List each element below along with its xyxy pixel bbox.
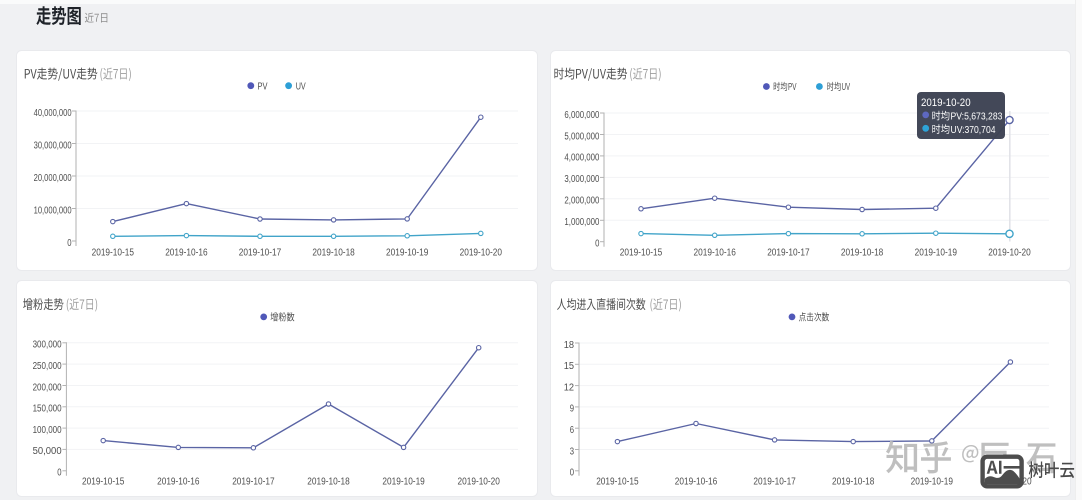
svg-text:2019-10-15: 2019-10-15 [596, 476, 639, 487]
svg-text:1,000,000: 1,000,000 [564, 217, 599, 228]
svg-text:0: 0 [67, 238, 72, 249]
svg-text:2019-10-18: 2019-10-18 [312, 247, 355, 258]
svg-text:UV:370,704: UV:370,704 [951, 124, 996, 136]
svg-text:UV: UV [842, 82, 851, 93]
svg-text:2019-10-19: 2019-10-19 [386, 247, 429, 258]
svg-text:2019-10-18: 2019-10-18 [841, 247, 884, 258]
svg-text:2019-10-15: 2019-10-15 [92, 247, 135, 258]
svg-text:2019-10-19: 2019-10-19 [911, 476, 954, 487]
svg-text:9: 9 [570, 404, 575, 415]
svg-text:3: 3 [570, 446, 575, 457]
svg-text:20,000,000: 20,000,000 [34, 173, 72, 184]
svg-text:2019-10-18: 2019-10-18 [832, 476, 875, 487]
svg-text:2019-10-19: 2019-10-19 [382, 476, 425, 487]
svg-text:200,000: 200,000 [33, 382, 62, 393]
svg-text:2019-10-16: 2019-10-16 [694, 247, 737, 258]
svg-text:12: 12 [564, 382, 575, 393]
svg-text:2019-10-19: 2019-10-19 [915, 247, 958, 258]
svg-text:0: 0 [57, 468, 62, 479]
svg-text:2019-10-20: 2019-10-20 [921, 97, 971, 109]
svg-text:2019-10-17: 2019-10-17 [232, 476, 275, 487]
svg-text:4,000,000: 4,000,000 [564, 153, 599, 164]
svg-text:PV:5,673,283: PV:5,673,283 [951, 111, 1003, 123]
svg-text:6,000,000: 6,000,000 [564, 110, 599, 121]
svg-text:2019-10-15: 2019-10-15 [620, 247, 663, 258]
svg-text:2019-10-15: 2019-10-15 [82, 476, 125, 487]
svg-text:300,000: 300,000 [33, 340, 62, 351]
svg-text:2,000,000: 2,000,000 [564, 196, 599, 207]
svg-text:2019-10-20: 2019-10-20 [460, 247, 503, 258]
svg-text:UV: UV [296, 81, 306, 92]
svg-text:50,000: 50,000 [33, 446, 62, 457]
svg-text:0: 0 [595, 239, 600, 250]
svg-text:5,000,000: 5,000,000 [564, 131, 599, 142]
svg-text:2019-10-17: 2019-10-17 [239, 247, 282, 258]
svg-text:2019-10-17: 2019-10-17 [753, 476, 796, 487]
svg-text:2019-10-16: 2019-10-16 [157, 476, 200, 487]
svg-text:100,000: 100,000 [33, 425, 62, 436]
svg-text:PV: PV [258, 81, 268, 92]
svg-text:150,000: 150,000 [33, 404, 62, 415]
svg-text:2019-10-20: 2019-10-20 [458, 476, 501, 487]
svg-text:6: 6 [570, 425, 575, 436]
svg-text:0: 0 [570, 468, 575, 479]
svg-text:2019-10-16: 2019-10-16 [165, 247, 208, 258]
svg-text:15: 15 [564, 361, 575, 372]
svg-text:250,000: 250,000 [33, 361, 62, 372]
svg-text:2019-10-18: 2019-10-18 [307, 476, 350, 487]
svg-text:10,000,000: 10,000,000 [34, 205, 72, 216]
svg-text:30,000,000: 30,000,000 [34, 140, 72, 151]
svg-text:40,000,000: 40,000,000 [34, 108, 72, 119]
svg-text:2019-10-17: 2019-10-17 [767, 247, 810, 258]
svg-text:18: 18 [564, 340, 575, 351]
svg-text:2019-10-20: 2019-10-20 [988, 247, 1031, 258]
svg-text:2019-10-16: 2019-10-16 [675, 476, 718, 487]
svg-text:3,000,000: 3,000,000 [564, 174, 599, 185]
svg-text:PV: PV [788, 82, 797, 93]
